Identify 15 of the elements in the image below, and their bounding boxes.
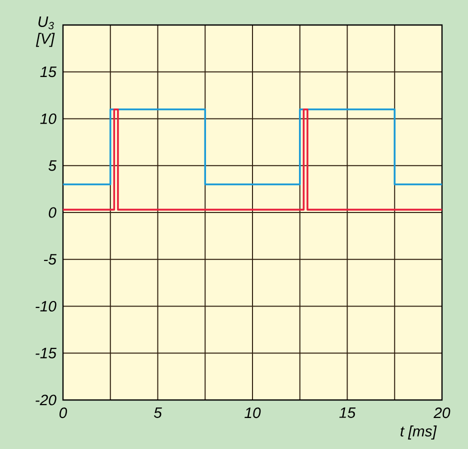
x-tick-label: 5 bbox=[154, 408, 162, 418]
y-tick-label: 5 bbox=[48, 160, 57, 171]
x-axis-title: t [ms] bbox=[400, 426, 437, 440]
y-tick-label: 10 bbox=[40, 113, 56, 124]
y-tick-label: -20 bbox=[36, 394, 56, 406]
y-axis-title: U$_{3}$ [V] bbox=[36, 16, 55, 47]
y-tick-label: -5 bbox=[44, 254, 57, 265]
x-tick-label: 20 bbox=[434, 408, 450, 418]
x-tick-label: 15 bbox=[339, 408, 356, 418]
y-tick-label: 0 bbox=[48, 207, 56, 218]
x-tick-label: 10 bbox=[244, 408, 261, 418]
x-tick-label: 0 bbox=[60, 408, 68, 418]
y-tick-label: 15 bbox=[40, 66, 57, 78]
y-tick-label: -10 bbox=[36, 300, 56, 312]
y-tick-label: -15 bbox=[36, 348, 57, 358]
